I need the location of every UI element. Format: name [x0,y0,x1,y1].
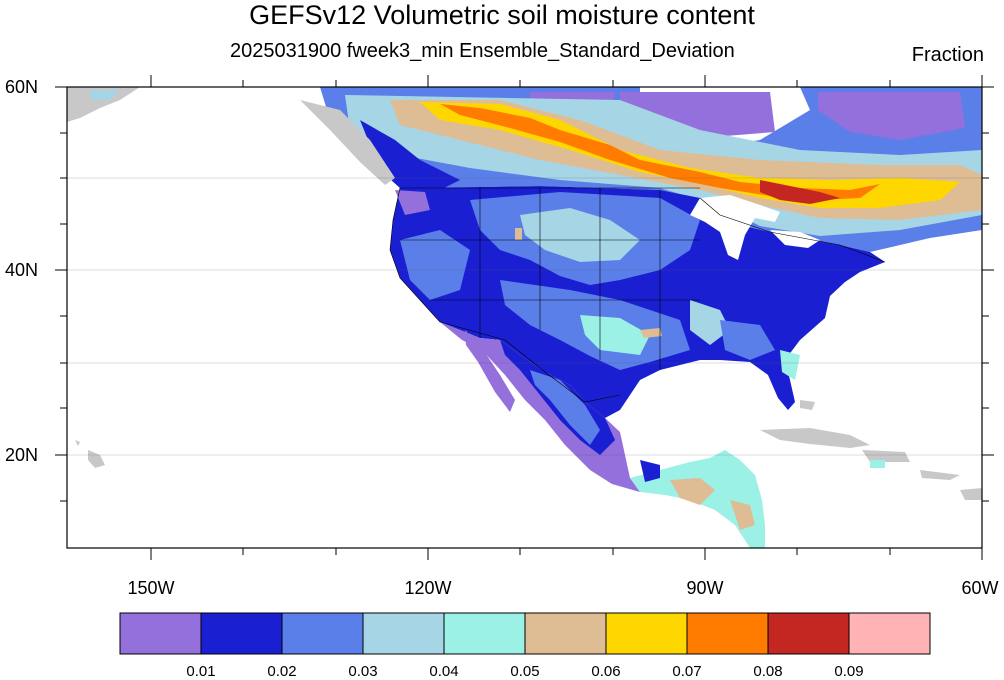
lon-label-150w: 150W [127,578,174,598]
colorbar-swatch-1 [200,612,283,655]
colorbar-label-7: 0.08 [753,663,782,680]
caribbean-islands [760,428,982,500]
graticule [67,177,982,456]
colorbar: 0.01 0.02 0.03 0.04 0.05 0.06 0.07 0.08 0.09 [119,612,931,680]
lon-label-60w: 60W [961,578,998,598]
colorbar-swatch-9 [848,612,931,655]
colorbar-swatch-4 [443,612,526,655]
colorbar-swatch-3 [362,612,445,655]
colorbar-label-2: 0.03 [348,663,377,680]
lat-label-40n: 40N [5,260,38,280]
colorbar-label-5: 0.06 [591,663,620,680]
colorbar-swatch-0 [119,612,202,655]
colorbar-label-8: 0.09 [834,663,863,680]
colorbar-swatch-5 [524,612,607,655]
map-ticks [55,75,994,560]
map-subtitle: 2025031900 fweek3_min Ensemble_Standard_… [230,40,735,62]
colorbar-swatch-2 [281,612,364,655]
boundary-lines [389,187,886,403]
units-label: Fraction [911,44,984,66]
lat-label-20n: 20N [5,445,38,465]
map-title: GEFSv12 Volumetric soil moisture content [249,0,755,30]
alaska-region [67,87,140,122]
map-frame [66,86,983,549]
lat-label-60n: 60N [5,77,38,97]
colorbar-label-4: 0.05 [510,663,539,680]
great-lakes [690,195,820,260]
hawaii-islands [75,440,105,468]
colorbar-label-6: 0.07 [672,663,701,680]
lon-label-120w: 120W [404,578,451,598]
mexico-region [440,322,640,492]
map-plot-area [67,87,982,548]
colorbar-label-3: 0.04 [429,663,458,680]
colorbar-swatch-8 [767,612,850,655]
lon-label-90w: 90W [686,578,723,598]
colorbar-swatch-7 [686,612,769,655]
colorbar-label-0: 0.01 [186,663,215,680]
colorbar-label-1: 0.02 [267,663,296,680]
colorbar-swatch-6 [605,612,688,655]
